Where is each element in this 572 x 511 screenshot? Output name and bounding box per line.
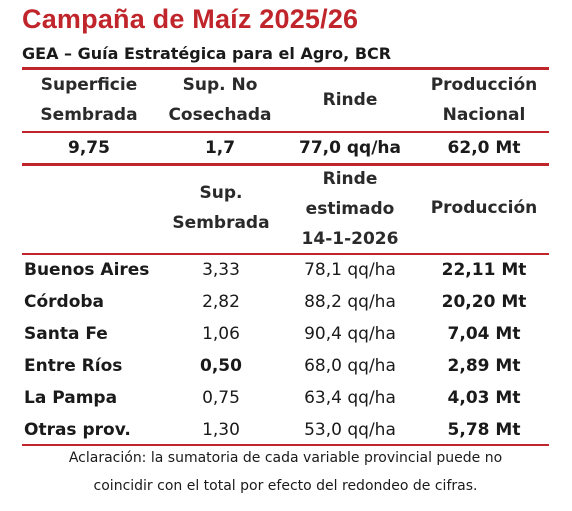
- province-sup: 1,30: [202, 420, 240, 440]
- page-subtitle: GEA – Guía Estratégica para el Agro, BCR: [22, 44, 392, 63]
- province-name: Entre Ríos: [24, 356, 123, 376]
- table-row: Córdoba 2,82 88,2 qq/ha 20,20 Mt: [0, 286, 572, 318]
- header-sup-sembrada: Sup. Sembrada: [172, 183, 270, 233]
- province-prod: 22,11 Mt: [441, 260, 527, 280]
- header-produccion-nacional: Producción Nacional: [430, 75, 538, 125]
- header-superficie-sembrada: Superficie Sembrada: [40, 75, 138, 125]
- province-name: Otras prov.: [24, 420, 131, 440]
- province-sup: 0,50: [200, 356, 242, 376]
- province-sup: 1,06: [202, 324, 240, 344]
- table-bottom-rule: [22, 444, 549, 446]
- header-rinde: Rinde: [322, 90, 378, 110]
- value-sup-no-cosechada: 1,7: [204, 138, 236, 158]
- province-prod: 5,78 Mt: [447, 420, 521, 440]
- province-prod: 20,20 Mt: [441, 292, 527, 312]
- value-produccion-nacional: 62,0 Mt: [447, 138, 521, 158]
- value-rinde: 77,0 qq/ha: [299, 138, 401, 158]
- province-sup: 0,75: [202, 388, 240, 408]
- header-produccion: Producción: [430, 198, 538, 218]
- province-sup: 2,82: [202, 292, 240, 312]
- header-sup-no-cosechada: Sup. No Cosechada: [168, 75, 272, 125]
- province-name: Buenos Aires: [24, 260, 150, 280]
- province-prod: 7,04 Mt: [447, 324, 521, 344]
- province-rinde: 90,4 qq/ha: [304, 324, 396, 344]
- value-superficie-sembrada: 9,75: [68, 138, 110, 158]
- national-header-rule: [22, 131, 549, 133]
- province-rinde: 53,0 qq/ha: [304, 420, 396, 440]
- province-name: Córdoba: [24, 292, 105, 312]
- table-row: La Pampa 0,75 63,4 qq/ha 4,03 Mt: [0, 382, 572, 414]
- table-row: Otras prov. 1,30 53,0 qq/ha 5,78 Mt: [0, 414, 572, 446]
- province-rinde: 63,4 qq/ha: [304, 388, 396, 408]
- header-rinde-estimado: Rinde estimado 14-1-2026: [301, 169, 399, 249]
- province-name: Santa Fe: [24, 324, 108, 344]
- footnote-line-1: Aclaración: la sumatoria de cada variabl…: [68, 450, 503, 466]
- province-prod: 4,03 Mt: [447, 388, 521, 408]
- table-row: Santa Fe 1,06 90,4 qq/ha 7,04 Mt: [0, 318, 572, 350]
- national-bottom-rule: [22, 163, 549, 166]
- province-rinde: 88,2 qq/ha: [304, 292, 396, 312]
- province-prod: 2,89 Mt: [447, 356, 521, 376]
- table-row: Entre Ríos 0,50 68,0 qq/ha 2,89 Mt: [0, 350, 572, 382]
- province-sup: 3,33: [202, 260, 240, 280]
- table-row: Buenos Aires 3,33 78,1 qq/ha 22,11 Mt: [0, 254, 572, 286]
- provincial-header-rule: [22, 253, 549, 255]
- page-title: Campaña de Maíz 2025/26: [22, 4, 359, 34]
- province-name: La Pampa: [24, 388, 118, 408]
- province-rinde: 68,0 qq/ha: [304, 356, 396, 376]
- table-top-rule: [22, 67, 549, 70]
- province-rinde: 78,1 qq/ha: [304, 260, 396, 280]
- footnote-line-2: coincidir con el total por efecto del re…: [93, 478, 478, 494]
